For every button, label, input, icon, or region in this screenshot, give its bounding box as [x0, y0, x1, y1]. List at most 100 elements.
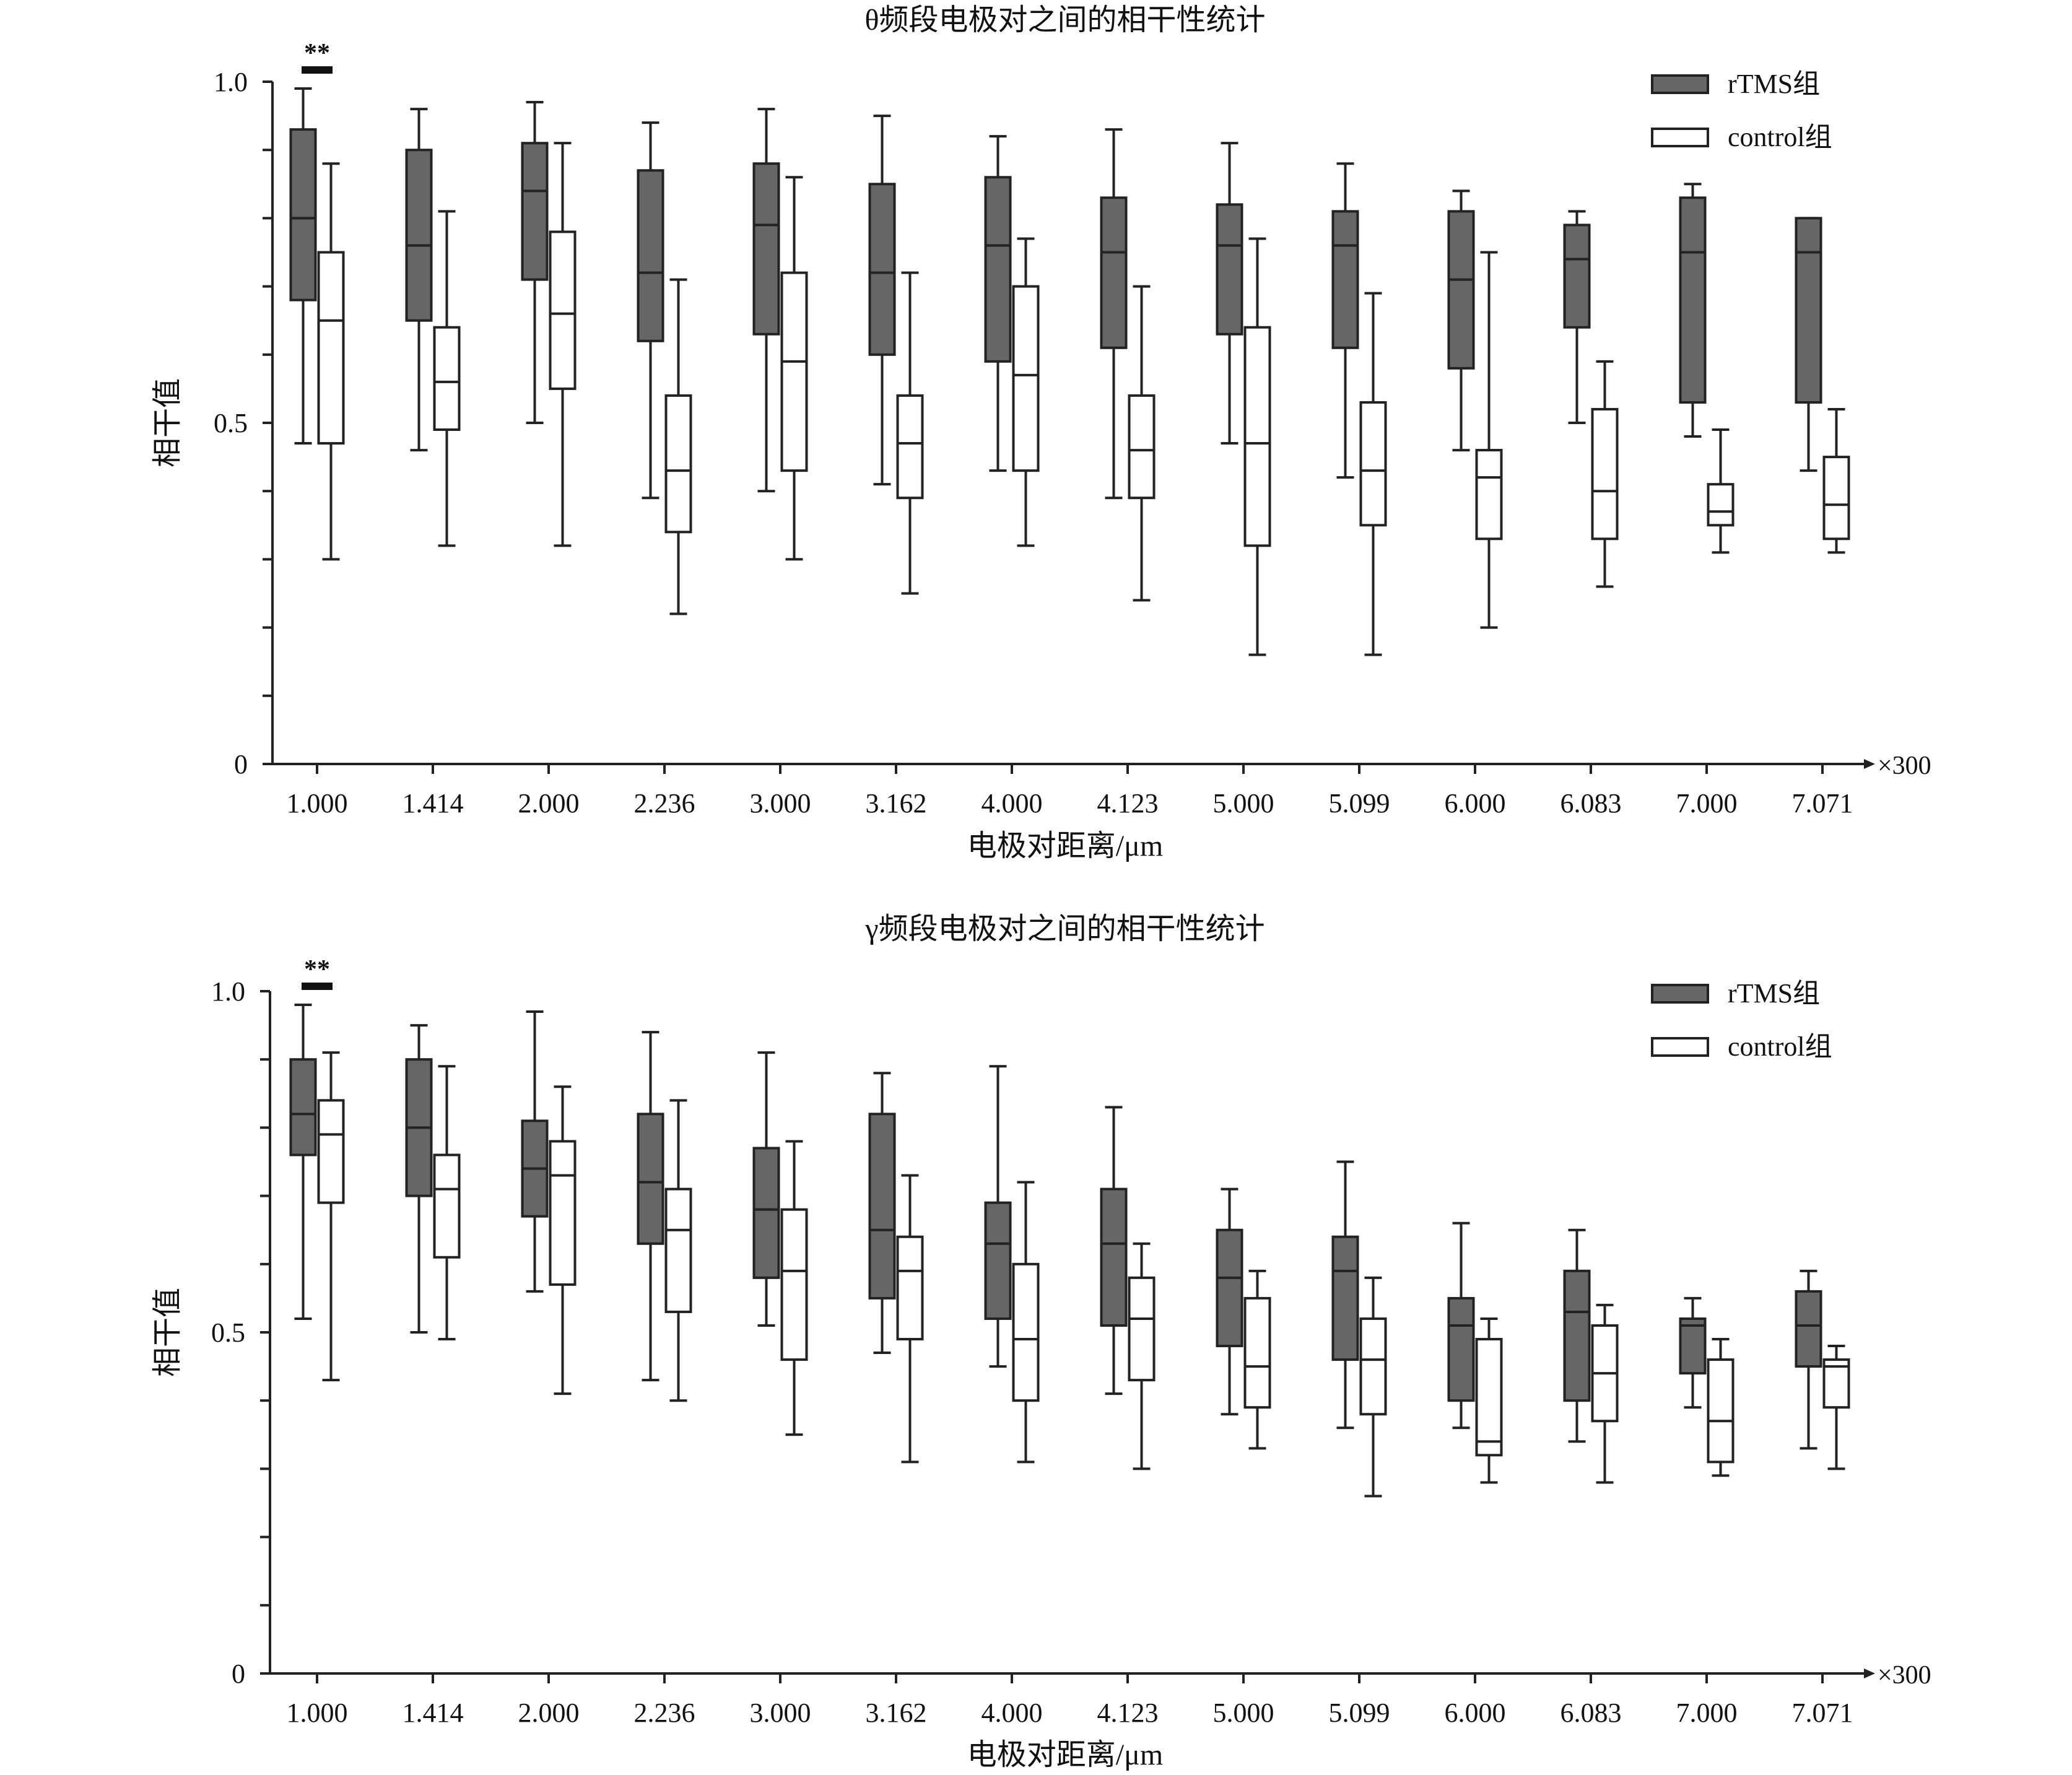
panel1-rtms-box [984, 176, 1012, 363]
panel2-rtms-box [1216, 1228, 1243, 1348]
panel2-x-tick-label: 7.071 [1792, 1698, 1853, 1728]
panel2-rtms-box [637, 1113, 664, 1245]
panel1-control-box [1359, 401, 1387, 527]
panel2-rtms-box [984, 1201, 1012, 1320]
panel1-significance-label: ** [304, 39, 330, 67]
panel1-rtms-box [752, 162, 780, 336]
panel2-x-tick-label: 1.000 [287, 1698, 348, 1728]
panel2-control-box [1475, 1338, 1503, 1457]
panel2-rtms-box [752, 1147, 780, 1279]
panel2-control-box [549, 1140, 577, 1286]
panel2-significance-bar [302, 983, 333, 991]
panel2-rtms-box [289, 1058, 317, 1157]
panel1-control-box [780, 271, 808, 472]
panel1-x-tick-label: 2.236 [634, 788, 695, 818]
panel2-control-box [1128, 1276, 1156, 1382]
panel1-control-box [1707, 483, 1735, 527]
panel1-x-tick-label: 2.000 [518, 788, 580, 818]
panel2-rtms-box [1447, 1296, 1475, 1402]
panel1-rtms-box [405, 149, 433, 322]
panel2-x-tick-label: 4.123 [1097, 1698, 1159, 1728]
panel2-rtms-box [1100, 1187, 1128, 1327]
panel1-significance-bar [302, 66, 333, 74]
panel1-rtms-box [289, 128, 317, 302]
panel1-control-box [317, 251, 345, 445]
panel1-control-box [1475, 449, 1503, 540]
panel1-control-box [664, 394, 692, 534]
panel2-x-tick-label: 3.162 [866, 1698, 927, 1728]
panel1-x-tick-label: 1.414 [403, 788, 464, 818]
panel1-legend-label-rtms: rTMS组 [1728, 69, 1820, 99]
panel1-x-tick-label: 6.000 [1445, 788, 1506, 818]
panel2-legend-label-rtms: rTMS组 [1728, 978, 1820, 1009]
panel1-x-tick-label: 6.083 [1561, 788, 1622, 818]
panel1-rtms-box [1447, 210, 1475, 370]
panel1-rtms-box [1100, 196, 1128, 349]
panel1-y-tick-label: 0.5 [214, 408, 248, 438]
panel2-y-axis-label: 相干值 [151, 1288, 184, 1377]
panel2-rtms-box [1563, 1269, 1591, 1402]
panel1-x-tick-label: 1.000 [287, 788, 348, 818]
panel1-x-tick-label: 4.000 [982, 788, 1043, 818]
panel2-y-tick-label: 1.0 [211, 976, 245, 1007]
panel2-legend-swatch-rtms [1651, 984, 1709, 1004]
panel1-control-box [1822, 456, 1850, 540]
panel2-rtms-box [868, 1113, 896, 1300]
panel1-rtms-box [868, 183, 896, 356]
panel1-x-axis-label: 电极对距离/μm [967, 830, 1163, 862]
panel1-y-tick-label: 1.0 [214, 67, 248, 97]
panel2-x-tick-label: 2.000 [518, 1698, 580, 1728]
panel2-legend-swatch-control [1651, 1037, 1709, 1057]
panel2-x-tick-label: 2.236 [634, 1698, 695, 1728]
panel2-rtms-box [1331, 1235, 1359, 1361]
panel1-x-tick-label: 7.000 [1676, 788, 1738, 818]
panel2-x-tick-label: 6.000 [1445, 1698, 1506, 1728]
panel1-x-tick-label: 5.000 [1213, 788, 1274, 818]
panel2-x-tick-label: 3.000 [750, 1698, 811, 1728]
panel2-x-tick-label: 1.414 [403, 1698, 464, 1728]
panel1-chart-title: θ频段电极对之间的相干性统计 [865, 4, 1266, 37]
panel2-control-box [896, 1235, 924, 1341]
panel1-rtms-box [521, 142, 549, 281]
panel1-control-box [433, 326, 461, 432]
panel2-x-axis-arrow [1864, 1669, 1875, 1678]
panel2-control-box [317, 1099, 345, 1204]
panel1-x-axis-arrow [1864, 759, 1875, 769]
panel2-x-tick-label: 5.000 [1213, 1698, 1274, 1728]
panel2-control-box [664, 1187, 692, 1313]
panel1-control-box [549, 230, 577, 390]
panel2-control-box [1243, 1296, 1271, 1409]
panel1-legend-swatch-rtms [1651, 74, 1709, 94]
panel1-x-tick-label: 3.162 [866, 788, 927, 818]
panel1-y-tick-label: 0 [234, 749, 248, 779]
panel2-control-box [1359, 1317, 1387, 1416]
panel1-legend-label-control: control组 [1728, 122, 1832, 152]
panel2-x-tick-label: 5.099 [1329, 1698, 1390, 1728]
panel2-control-box [433, 1153, 461, 1259]
panel1-control-box [1591, 407, 1619, 540]
panel2-chart-title: γ频段电极对之间的相干性统计 [864, 913, 1265, 945]
panel1-x-tick-label: 5.099 [1329, 788, 1390, 818]
panel2-x-tick-label: 7.000 [1676, 1698, 1738, 1728]
panel1-rtms-box [637, 169, 664, 342]
panel1-legend-swatch-control [1651, 128, 1709, 147]
panel2-rtms-box [1679, 1317, 1707, 1375]
panel1-control-box [1243, 326, 1271, 547]
panel2-legend-label-control: control组 [1728, 1031, 1832, 1062]
panel1-y-axis-label: 相干值 [151, 378, 184, 467]
panel1-x-tick-label: 3.000 [750, 788, 811, 818]
panel2-y-tick-label: 0 [232, 1659, 245, 1689]
panel1-x-multiplier-label: ×300 [1878, 752, 1931, 780]
panel2-x-axis-label: 电极对距离/μm [967, 1738, 1163, 1771]
panel1-rtms-box [1795, 217, 1822, 404]
panel2-x-tick-label: 6.083 [1561, 1698, 1622, 1728]
panel1-control-box [1128, 394, 1156, 500]
panel1-rtms-box [1563, 224, 1591, 329]
panel1-x-tick-label: 4.123 [1097, 788, 1159, 818]
panel2-rtms-box [1795, 1290, 1822, 1368]
panel2-y-tick-label: 0.5 [211, 1317, 245, 1348]
panel1-control-box [896, 394, 924, 500]
panel2-significance-label: ** [304, 955, 330, 984]
